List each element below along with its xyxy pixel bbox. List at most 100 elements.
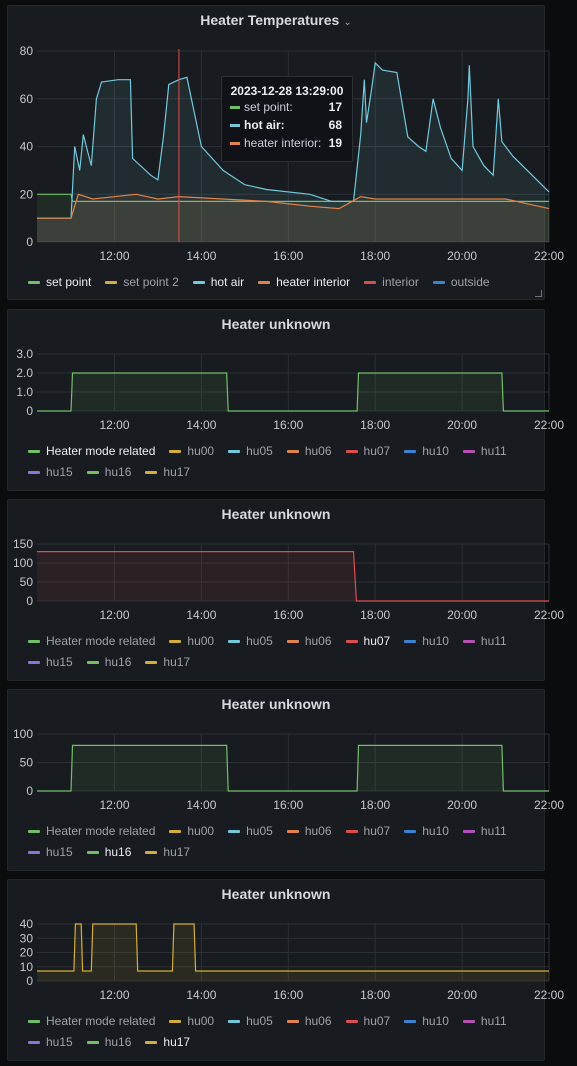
legend-item-hu11[interactable]: hu11 <box>462 821 507 842</box>
legend-item-hu00[interactable]: hu00 <box>169 1011 214 1032</box>
x-tick-label: 16:00 <box>273 798 303 812</box>
y-tick-label: 10 <box>20 960 34 974</box>
legend-swatch <box>86 1041 99 1045</box>
legend-item-heater-mode-related[interactable]: Heater mode related <box>28 441 155 462</box>
legend-item-hu11[interactable]: hu11 <box>462 441 507 462</box>
legend-item-hu11[interactable]: hu11 <box>462 1011 507 1032</box>
panel-title[interactable]: Heater unknown <box>8 504 544 524</box>
panel-title[interactable]: Heater Temperatures ⌄ <box>8 10 544 30</box>
panel-title-text: Heater unknown <box>221 506 331 522</box>
y-tick-label: 0 <box>26 784 33 798</box>
legend-item-hu16[interactable]: hu16 <box>86 842 131 863</box>
tooltip-time: 2023-12-28 13:29:00 <box>230 84 344 98</box>
legend-item-hu17[interactable]: hu17 <box>145 652 190 673</box>
legend-item-heater-interior[interactable]: heater interior <box>258 272 350 293</box>
legend-swatch <box>145 661 158 665</box>
legend-item-hu15[interactable]: hu15 <box>28 842 73 863</box>
legend-item-hu17[interactable]: hu17 <box>145 462 190 483</box>
legend-item-hu10[interactable]: hu10 <box>404 821 449 842</box>
legend-item-hu15[interactable]: hu15 <box>28 1032 73 1053</box>
legend-label: Heater mode related <box>46 634 156 648</box>
y-tick-label: 80 <box>20 44 34 58</box>
legend-swatch <box>364 281 377 285</box>
legend-label: outside <box>450 275 490 289</box>
chart-area[interactable]: 0 50 100 12:00 14:00 16:00 18:00 20:00 22:00 <box>8 690 564 820</box>
legend-item-hu05[interactable]: hu05 <box>228 821 273 842</box>
legend-swatch <box>228 640 241 644</box>
legend-label: hu00 <box>187 634 215 648</box>
legend-item-hu05[interactable]: hu05 <box>228 441 273 462</box>
panel-title[interactable]: Heater unknown <box>8 314 544 334</box>
legend-item-interior[interactable]: interior <box>364 272 419 293</box>
legend-swatch <box>462 1020 475 1024</box>
legend-swatch <box>169 830 182 834</box>
legend-item-hu05[interactable]: hu05 <box>228 1011 273 1032</box>
legend-item-hu00[interactable]: hu00 <box>169 821 214 842</box>
legend-item-set-point-2[interactable]: set point 2 <box>105 272 179 293</box>
y-tick-label: 0 <box>26 235 33 249</box>
legend-item-set-point[interactable]: set point <box>28 272 91 293</box>
legend-item-hu07[interactable]: hu07 <box>345 821 391 842</box>
series-line-heater-mode-related <box>37 372 549 412</box>
legend-swatch <box>345 830 358 834</box>
legend-item-hu15[interactable]: hu15 <box>28 652 73 673</box>
legend-item-hu00[interactable]: hu00 <box>169 441 214 462</box>
legend-label: hu05 <box>246 444 273 458</box>
legend-swatch <box>432 281 445 285</box>
legend-swatch <box>462 450 475 454</box>
legend-item-hu16[interactable]: hu16 <box>86 652 131 673</box>
legend-label: hu07 <box>363 824 391 838</box>
legend-label: hu06 <box>304 824 332 838</box>
chart-area[interactable]: 0 50 100 150 12:00 14:00 16:00 18:00 20:00 22:00 <box>8 500 564 630</box>
legend-item-hu16[interactable]: hu16 <box>86 1032 131 1053</box>
panel-title[interactable]: Heater unknown <box>8 884 544 904</box>
legend-item-hu11[interactable]: hu11 <box>462 631 507 652</box>
legend-item-hu17[interactable]: hu17 <box>145 1032 190 1053</box>
chart-area[interactable]: 0 1.0 2.0 3.0 12:00 14:00 16:00 18:00 20:00 22:00 <box>8 310 564 440</box>
panel-title[interactable]: Heater unknown <box>8 694 544 714</box>
legend-item-hu07[interactable]: hu07 <box>345 1011 390 1032</box>
legend-item-hu10[interactable]: hu10 <box>404 441 449 462</box>
x-tick-label: 22:00 <box>534 608 564 622</box>
legend-label: hu10 <box>422 1014 449 1028</box>
legend-item-outside[interactable]: outside <box>432 272 490 293</box>
legend-item-hu05[interactable]: hu05 <box>228 631 273 652</box>
legend-label: hu10 <box>422 634 449 648</box>
resize-handle-icon[interactable] <box>535 290 542 297</box>
legend-swatch <box>345 1020 358 1024</box>
legend-swatch <box>28 450 40 454</box>
chart-area[interactable]: 0 20 40 60 80 12:00 14:00 16:00 18:00 20:00 22:00 <box>8 6 565 263</box>
series-area <box>37 551 549 601</box>
legend: Heater mode related hu00 hu05 hu06 hu07 hu10 h… <box>28 631 538 673</box>
legend-item-hu15[interactable]: hu15 <box>28 462 73 483</box>
x-tick-label: 16:00 <box>273 418 303 432</box>
legend-swatch <box>228 830 241 834</box>
legend-swatch <box>105 281 118 285</box>
legend-swatch <box>169 450 182 454</box>
legend-item-hu16[interactable]: hu16 <box>86 462 131 483</box>
legend-item-hu10[interactable]: hu10 <box>404 631 449 652</box>
legend-item-hu17[interactable]: hu17 <box>145 842 190 863</box>
legend-item-hu06[interactable]: hu06 <box>286 1011 332 1032</box>
legend-item-hu07[interactable]: hu07 <box>345 441 390 462</box>
y-tick-label: 0 <box>26 974 33 988</box>
legend-item-heater-mode-related[interactable]: Heater mode related <box>28 821 155 842</box>
y-tick-label: 20 <box>20 946 34 960</box>
legend-item-hu06[interactable]: hu06 <box>286 631 332 652</box>
series-area <box>37 373 549 411</box>
legend: Heater mode related hu00 hu05 hu06 hu07 hu10 h… <box>28 821 538 863</box>
legend-item-heater-mode-related[interactable]: Heater mode related <box>28 631 155 652</box>
chevron-down-icon[interactable]: ⌄ <box>343 17 352 28</box>
legend-label: hu15 <box>46 465 73 479</box>
legend-swatch <box>345 450 358 454</box>
legend-item-heater-mode-related[interactable]: Heater mode related <box>28 1011 155 1032</box>
legend-item-hot-air[interactable]: hot air <box>192 272 244 293</box>
legend-item-hu00[interactable]: hu00 <box>169 631 214 652</box>
legend-label: hu00 <box>187 824 215 838</box>
legend-swatch <box>169 640 182 644</box>
legend-item-hu07[interactable]: hu07 <box>345 631 390 652</box>
legend-item-hu06[interactable]: hu06 <box>286 441 332 462</box>
legend-item-hu10[interactable]: hu10 <box>404 1011 449 1032</box>
legend-item-hu06[interactable]: hu06 <box>286 821 332 842</box>
